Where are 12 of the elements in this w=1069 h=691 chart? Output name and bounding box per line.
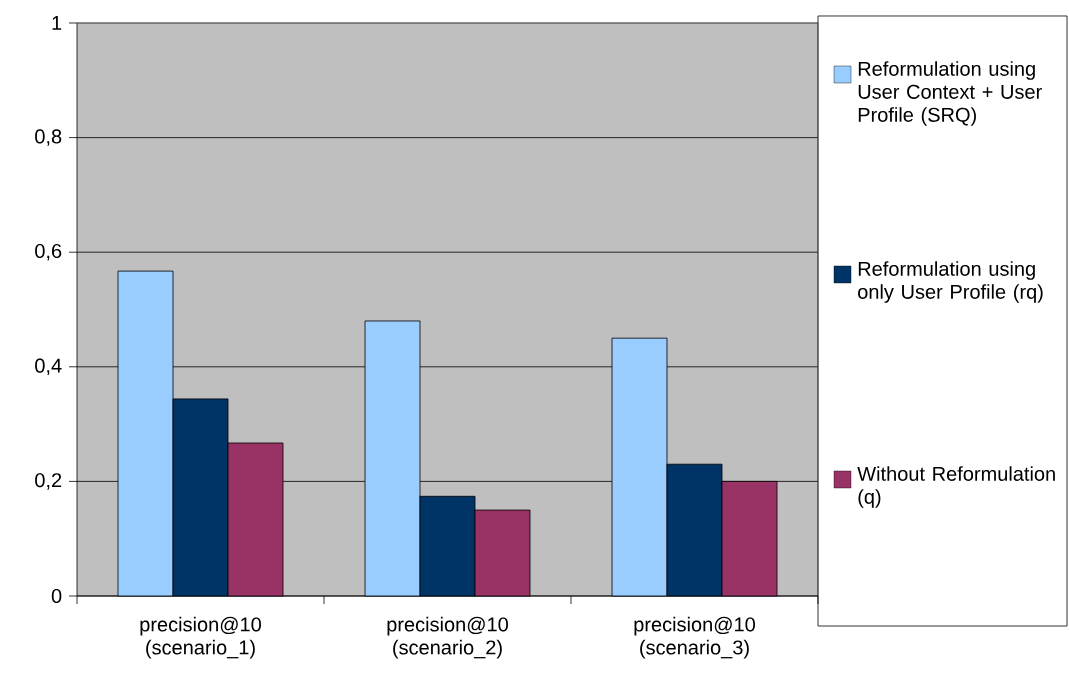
y-tick-label: 0	[51, 588, 62, 604]
y-tick-label: 0,4	[35, 358, 62, 376]
y-tick-label: 0,8	[35, 129, 62, 146]
x-tick-label: precision@10 (scenario_3)	[634, 616, 755, 659]
y-tick-label: 1	[52, 16, 62, 30]
x-tick-label: precision@10 (scenario_1)	[140, 616, 261, 659]
legend-label: Without Reformulation (q)	[857, 466, 1055, 508]
legend-label: Reformulation using User Context + User Profile (SRQ)	[858, 61, 1042, 126]
x-tick-label: precision@10 (scenario_2)	[387, 616, 508, 659]
y-tick-label: 0,6	[35, 243, 62, 261]
legend-label: Reformulation using only User Profile (rq)	[858, 261, 1043, 303]
y-tick-label: 0,2	[35, 473, 62, 490]
